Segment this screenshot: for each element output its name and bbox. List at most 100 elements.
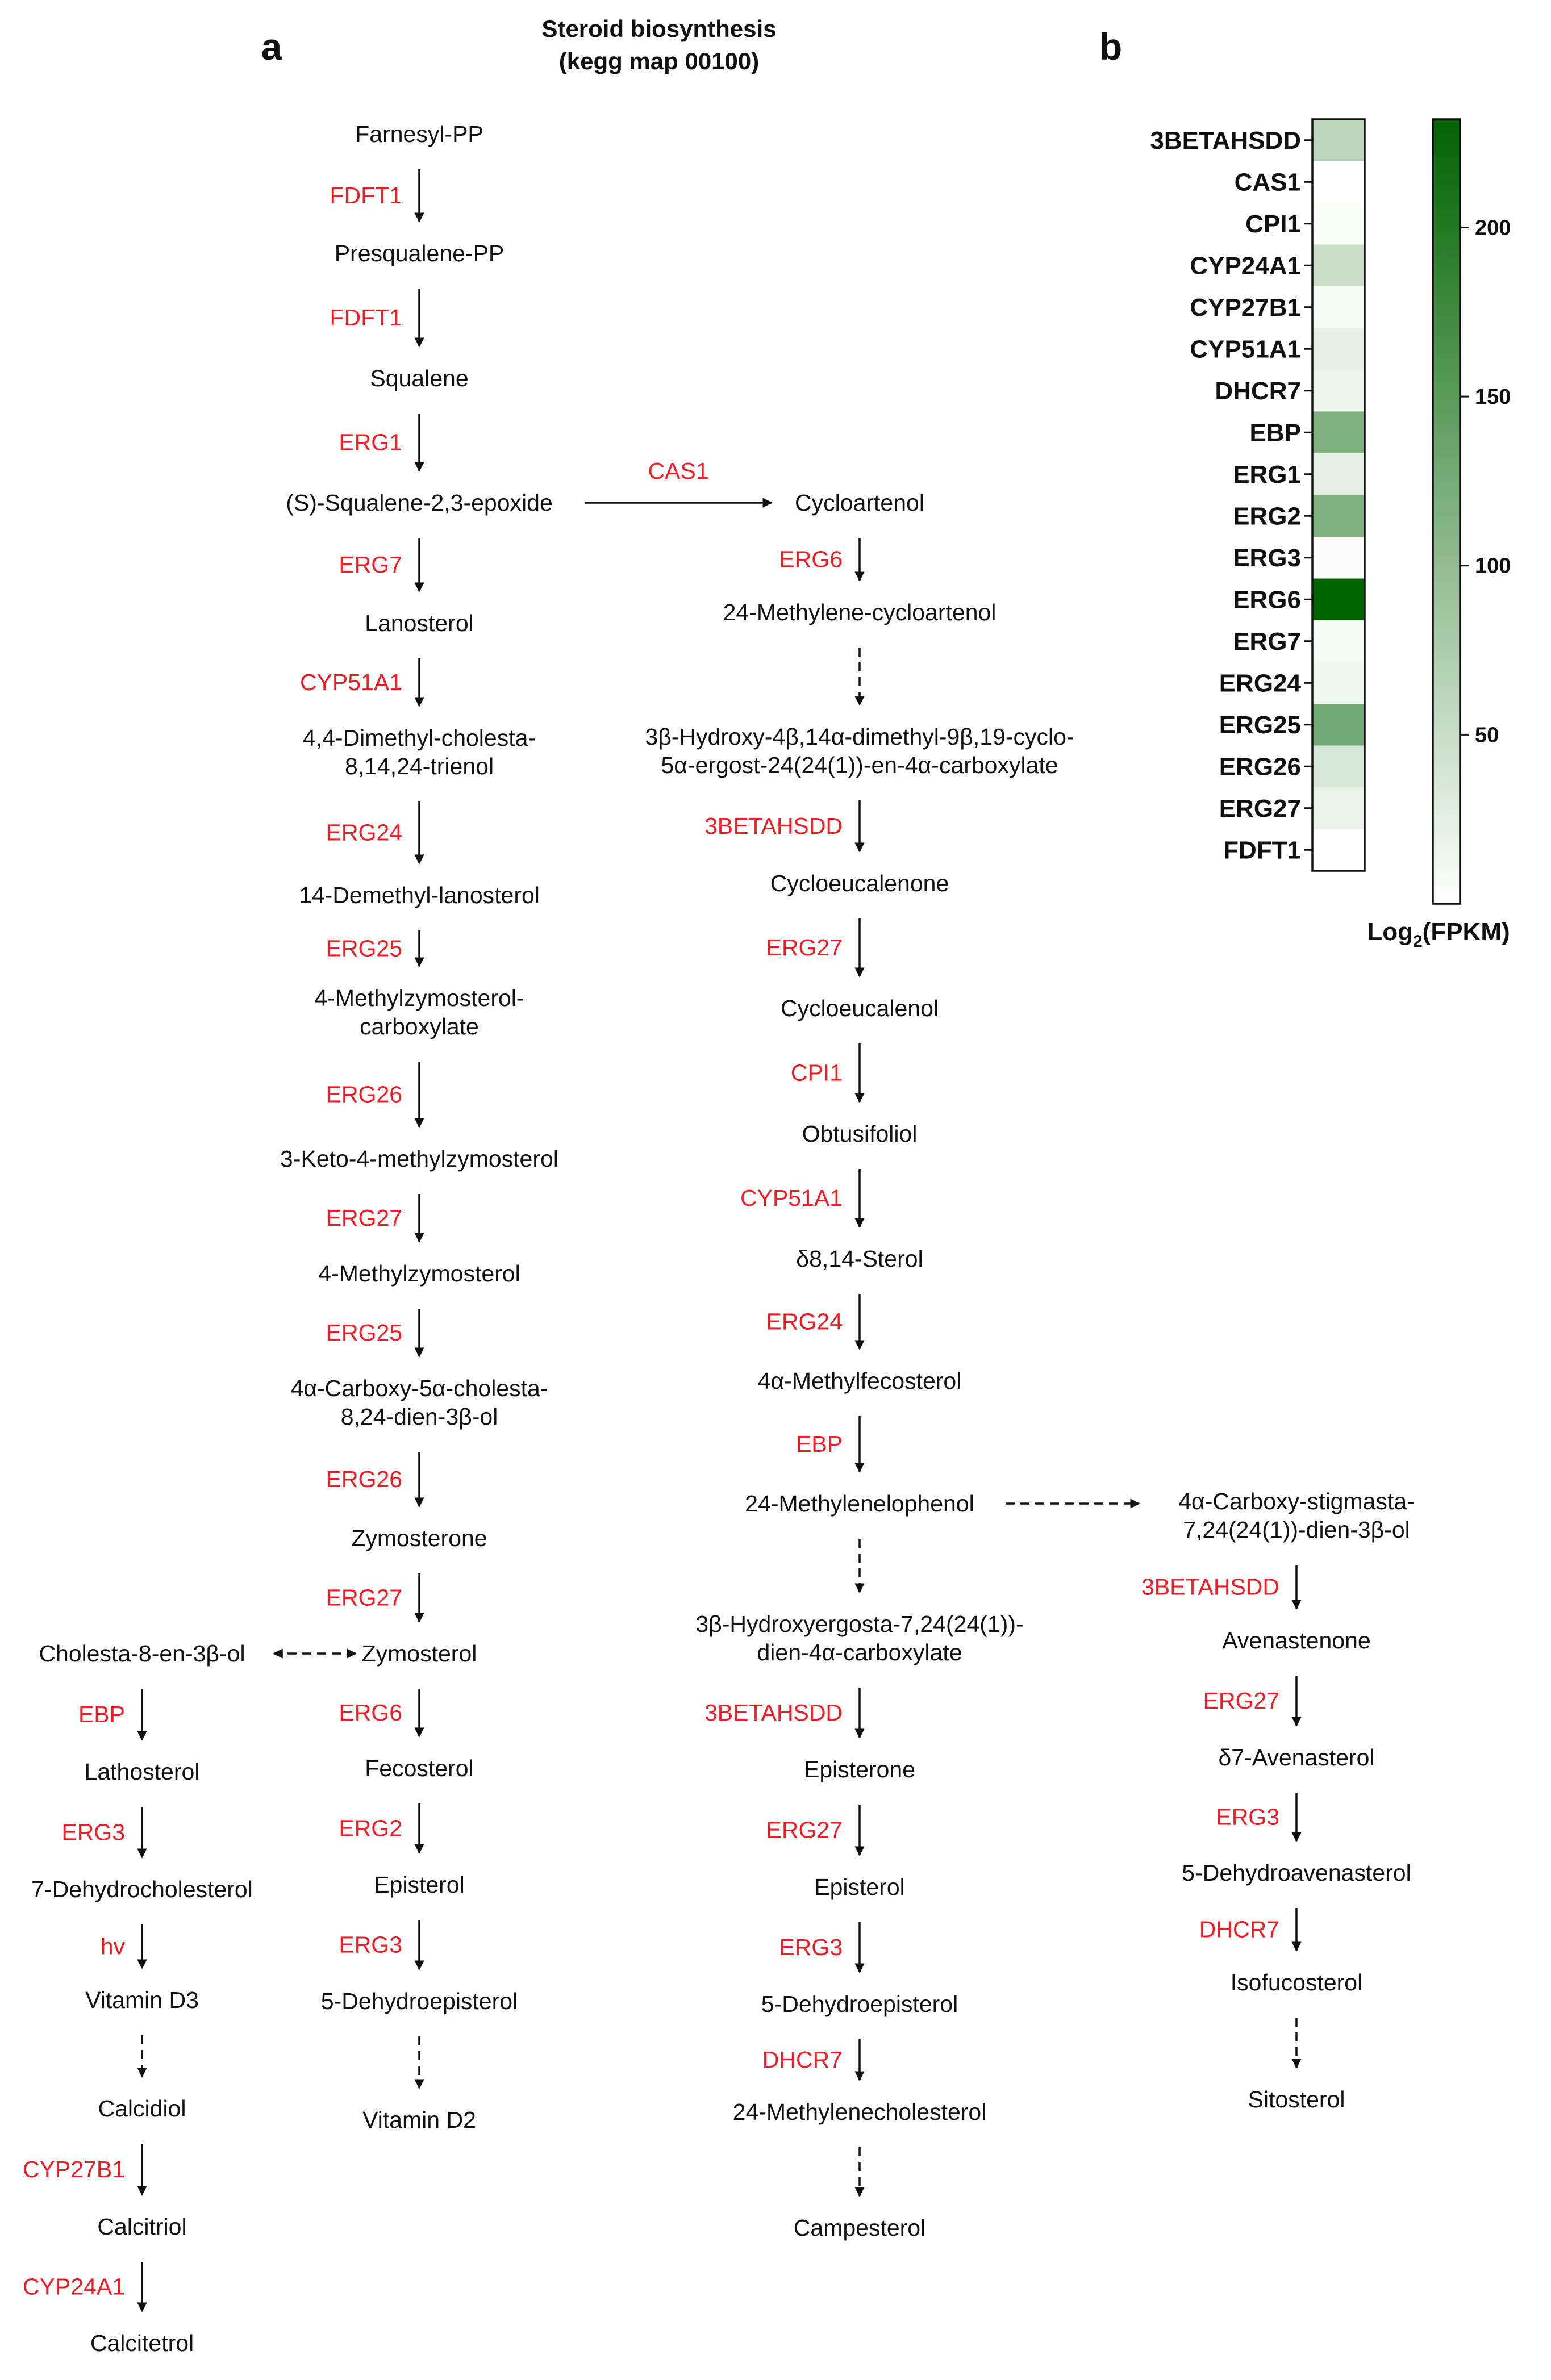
metabolite-dehydroepisterol-l: 5-Dehydroepisterol bbox=[321, 1988, 518, 2014]
metabolite-label-line: 4,4-Dimethyl-cholesta- bbox=[303, 725, 536, 751]
enzyme-label: 3BETAHSDD bbox=[1141, 1574, 1279, 1600]
metabolite-label-line: 3-Keto-4-methylzymosterol bbox=[280, 1146, 558, 1172]
metabolite-vitamin-d2: Vitamin D2 bbox=[362, 2107, 476, 2133]
heatmap-row-label: 3BETAHSDD bbox=[1150, 127, 1301, 155]
metabolite-label-line: Farnesyl-PP bbox=[355, 121, 483, 147]
metabolite-label-line: Episterol bbox=[374, 1872, 465, 1898]
metabolite-cycloeucalenone: Cycloeucalenone bbox=[770, 870, 949, 896]
metabolite-zymosterol: Zymosterol bbox=[362, 1640, 477, 1667]
metabolite-label-line: 3β-Hydroxyergosta-7,24(24(1))- bbox=[695, 1611, 1023, 1637]
enzyme-label: 3BETAHSDD bbox=[704, 1700, 843, 1726]
heatmap-row-label: CYP27B1 bbox=[1190, 294, 1301, 321]
metabolite-label-line: Episterone bbox=[804, 1756, 915, 1782]
heatmap-row-label: FDFT1 bbox=[1223, 836, 1301, 864]
enzyme-label: FDFT1 bbox=[330, 304, 402, 331]
metabolite-label-line: Zymosterone bbox=[351, 1525, 487, 1551]
metabolite-label-line: Calcidiol bbox=[98, 2095, 186, 2122]
metabolite-carboxy-stigmasta: 4α-Carboxy-stigmasta- 7,24(24(1))-dien-3β… bbox=[1178, 1488, 1415, 1543]
metabolite-dimethyl-cholesta: 4,4-Dimethyl-cholesta-8,14,24-trienol bbox=[303, 725, 536, 779]
metabolite-label-line: 4-Methylzymosterol- bbox=[314, 985, 524, 1011]
metabolite-label-line: 5α-ergost-24(24(1))-en-4α-carboxylate bbox=[661, 752, 1058, 778]
metabolite-isofucosterol: Isofucosterol bbox=[1231, 1969, 1362, 1995]
metabolite-keto-methylzymosterol: 3-Keto-4-methylzymosterol bbox=[280, 1146, 558, 1172]
metabolite-label-line: 24-Methylenecholesterol bbox=[733, 2099, 987, 2125]
heatmap-row-label: ERG26 bbox=[1219, 753, 1301, 780]
heatmap-cell bbox=[1312, 244, 1365, 287]
metabolite-episterol-l: Episterol bbox=[374, 1872, 465, 1898]
metabolite-label-line: 7-Dehydrocholesterol bbox=[31, 1876, 253, 1902]
enzyme-label: ERG26 bbox=[326, 1466, 402, 1492]
heatmap-row-label: ERG3 bbox=[1233, 544, 1301, 572]
metabolite-methylenecholesterol: 24-Methylenecholesterol bbox=[733, 2099, 987, 2125]
metabolite-dehydrocholesterol: 7-Dehydrocholesterol bbox=[31, 1876, 253, 1902]
heatmap-panel: 3BETAHSDD CAS1 CPI1 CYP24A1 CYP27B1 CYP51A1 DH… bbox=[1150, 118, 1511, 951]
heatmap-cell bbox=[1312, 537, 1365, 579]
heatmap-row-label: ERG6 bbox=[1233, 586, 1301, 613]
enzyme-label: DHCR7 bbox=[1199, 1916, 1279, 1943]
metabolite-label-line: (S)-Squalene-2,3-epoxide bbox=[286, 490, 553, 516]
colorbar-tick-label: 150 bbox=[1475, 385, 1511, 409]
metabolite-label-line: Campesterol bbox=[794, 2215, 925, 2241]
enzyme-label: CAS1 bbox=[648, 458, 708, 484]
metabolite-label-line: 4α-Methylfecosterol bbox=[758, 1368, 962, 1394]
colorbar-title-main: Log bbox=[1367, 918, 1413, 946]
metabolite-campesterol: Campesterol bbox=[794, 2215, 925, 2241]
metabolite-methylzymosterol: 4-Methylzymosterol bbox=[318, 1260, 520, 1287]
metabolite-hydroxyergosta: 3β-Hydroxyergosta-7,24(24(1))-dien-4α-ca… bbox=[695, 1611, 1023, 1665]
heatmap-cell bbox=[1312, 829, 1365, 871]
colorbar-tick-label: 100 bbox=[1475, 554, 1511, 578]
enzyme-label: ERG3 bbox=[779, 1934, 843, 1960]
heatmap-row-label: ERG25 bbox=[1219, 711, 1301, 739]
enzyme-label: ERG24 bbox=[326, 820, 402, 846]
metabolite-label-line: 5-Dehydroavenasterol bbox=[1182, 1860, 1411, 1886]
metabolite-calcitetrol: Calcitetrol bbox=[90, 2330, 194, 2356]
metabolite-squalene-epoxide: (S)-Squalene-2,3-epoxide bbox=[286, 490, 553, 516]
colorbar bbox=[1432, 118, 1461, 905]
heatmap-row-label: ERG27 bbox=[1219, 795, 1301, 822]
heatmap-row-label: ERG7 bbox=[1233, 628, 1301, 655]
enzyme-label: CYP51A1 bbox=[300, 669, 402, 695]
metabolite-methylzymosterol-carboxylate: 4-Methylzymosterol-carboxylate bbox=[314, 985, 524, 1039]
metabolite-sitosterol: Sitosterol bbox=[1248, 2086, 1345, 2112]
enzyme-label: ERG3 bbox=[61, 1819, 125, 1845]
heatmap-row-label: CYP24A1 bbox=[1190, 252, 1301, 279]
metabolite-label-line: 8,24-dien-3β-ol bbox=[341, 1404, 498, 1430]
metabolite-label-line: Fecosterol bbox=[365, 1755, 473, 1781]
enzyme-label: DHCR7 bbox=[762, 2047, 843, 2073]
heatmap-cell bbox=[1312, 328, 1365, 370]
metabolite-label-line: 5-Dehydroepisterol bbox=[761, 1991, 958, 2017]
enzyme-label: CYP51A1 bbox=[740, 1185, 843, 1211]
figure-subtitle: (kegg map 00100) bbox=[559, 48, 760, 74]
metabolite-zymosterone: Zymosterone bbox=[351, 1525, 487, 1551]
panel-label-a: a bbox=[261, 26, 283, 68]
metabolite-cholesta-8-en: Cholesta-8-en-3β-ol bbox=[39, 1640, 245, 1667]
enzyme-label: EBP bbox=[78, 1701, 125, 1727]
metabolite-label-line: 24-Methylenelophenol bbox=[745, 1490, 974, 1517]
metabolite-label-line: Sitosterol bbox=[1248, 2086, 1345, 2112]
metabolite-label-line: 4α-Carboxy-5α-cholesta- bbox=[290, 1375, 548, 1401]
metabolite-label-line: dien-4α-carboxylate bbox=[757, 1639, 962, 1665]
metabolite-label-line: Vitamin D2 bbox=[362, 2107, 476, 2133]
heatmap-row-label: CYP51A1 bbox=[1190, 335, 1301, 363]
metabolite-calcidiol: Calcidiol bbox=[98, 2095, 186, 2122]
colorbar-title: Log2(FPKM) bbox=[1367, 918, 1510, 951]
enzyme-label: hv bbox=[101, 1934, 126, 1960]
metabolite-squalene: Squalene bbox=[370, 365, 468, 391]
metabolite-obtusifoliol: Obtusifoliol bbox=[802, 1121, 918, 1147]
enzyme-label: ERG27 bbox=[766, 934, 843, 961]
metabolite-cycloartenol: Cycloartenol bbox=[795, 490, 924, 516]
metabolite-label-line: 8,14,24-trienol bbox=[345, 753, 494, 779]
enzyme-label: ERG6 bbox=[339, 1700, 402, 1726]
panel-label-b: b bbox=[1099, 26, 1122, 68]
metabolite-label-line: Vitamin D3 bbox=[85, 1987, 199, 2013]
metabolite-label-line: Obtusifoliol bbox=[802, 1121, 918, 1147]
metabolite-label-line: δ8,14-Sterol bbox=[796, 1246, 923, 1272]
enzyme-label: ERG7 bbox=[339, 552, 402, 578]
enzyme-label: CPI1 bbox=[791, 1060, 843, 1086]
metabolite-methylfecosterol: 4α-Methylfecosterol bbox=[758, 1368, 962, 1394]
heatmap-cell bbox=[1312, 495, 1365, 537]
metabolite-label-line: Cycloeucalenol bbox=[781, 995, 939, 1021]
colorbar-title-suffix: (FPKM) bbox=[1423, 918, 1510, 946]
metabolite-cycloeucalenol: Cycloeucalenol bbox=[781, 995, 939, 1021]
